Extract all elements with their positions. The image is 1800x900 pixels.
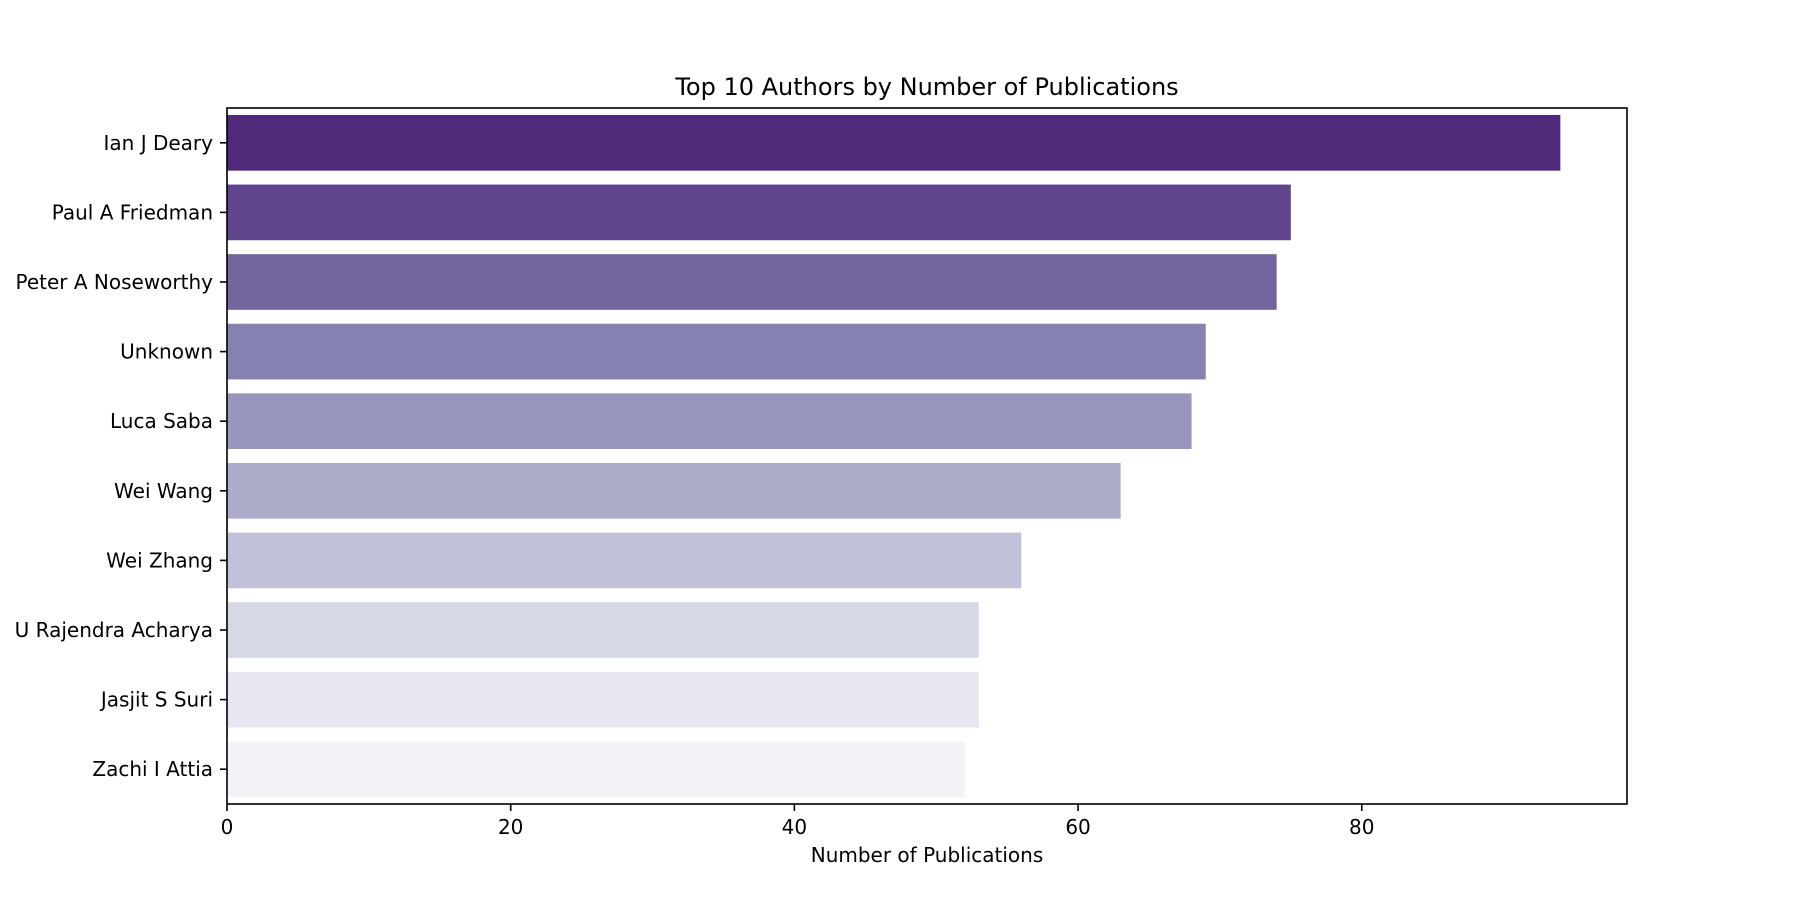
y-tick-label: Zachi I Attia [92,757,213,781]
y-axis: Ian J Deary Paul A Friedman Peter A Nosewo… [15,131,227,781]
y-tick-label: U Rajendra Acharya [15,618,213,642]
y-tick-label: Wei Wang [114,479,213,503]
y-tick-label: Peter A Noseworthy [15,270,213,294]
y-tick-label: Jasjit S Suri [99,688,213,712]
y-tick-label: Luca Saba [110,409,213,433]
y-tick-label: Paul A Friedman [52,200,213,224]
bar [227,741,965,798]
bar [227,114,1561,171]
x-axis-title: Number of Publications [811,843,1044,867]
bar [227,393,1192,450]
x-tick-label: 0 [221,815,234,839]
y-tick-label: Unknown [120,340,213,364]
bar [227,602,979,658]
chart-title: Top 10 Authors by Number of Publications [674,73,1178,101]
x-axis: 0 20 40 60 80 [221,804,1374,839]
x-tick-label: 80 [1349,815,1374,839]
plot-frame [226,107,1628,805]
y-tick-label: Ian J Deary [104,131,214,155]
bar [227,184,1291,241]
x-tick-label: 40 [782,815,807,839]
x-tick-label: 60 [1065,815,1090,839]
bars-group [227,114,1561,798]
bar [227,532,1022,589]
bar [227,254,1277,310]
bar [227,462,1121,519]
x-tick-label: 20 [498,815,523,839]
bar [227,323,1206,380]
bar [227,671,979,728]
y-tick-label: Wei Zhang [106,548,213,572]
